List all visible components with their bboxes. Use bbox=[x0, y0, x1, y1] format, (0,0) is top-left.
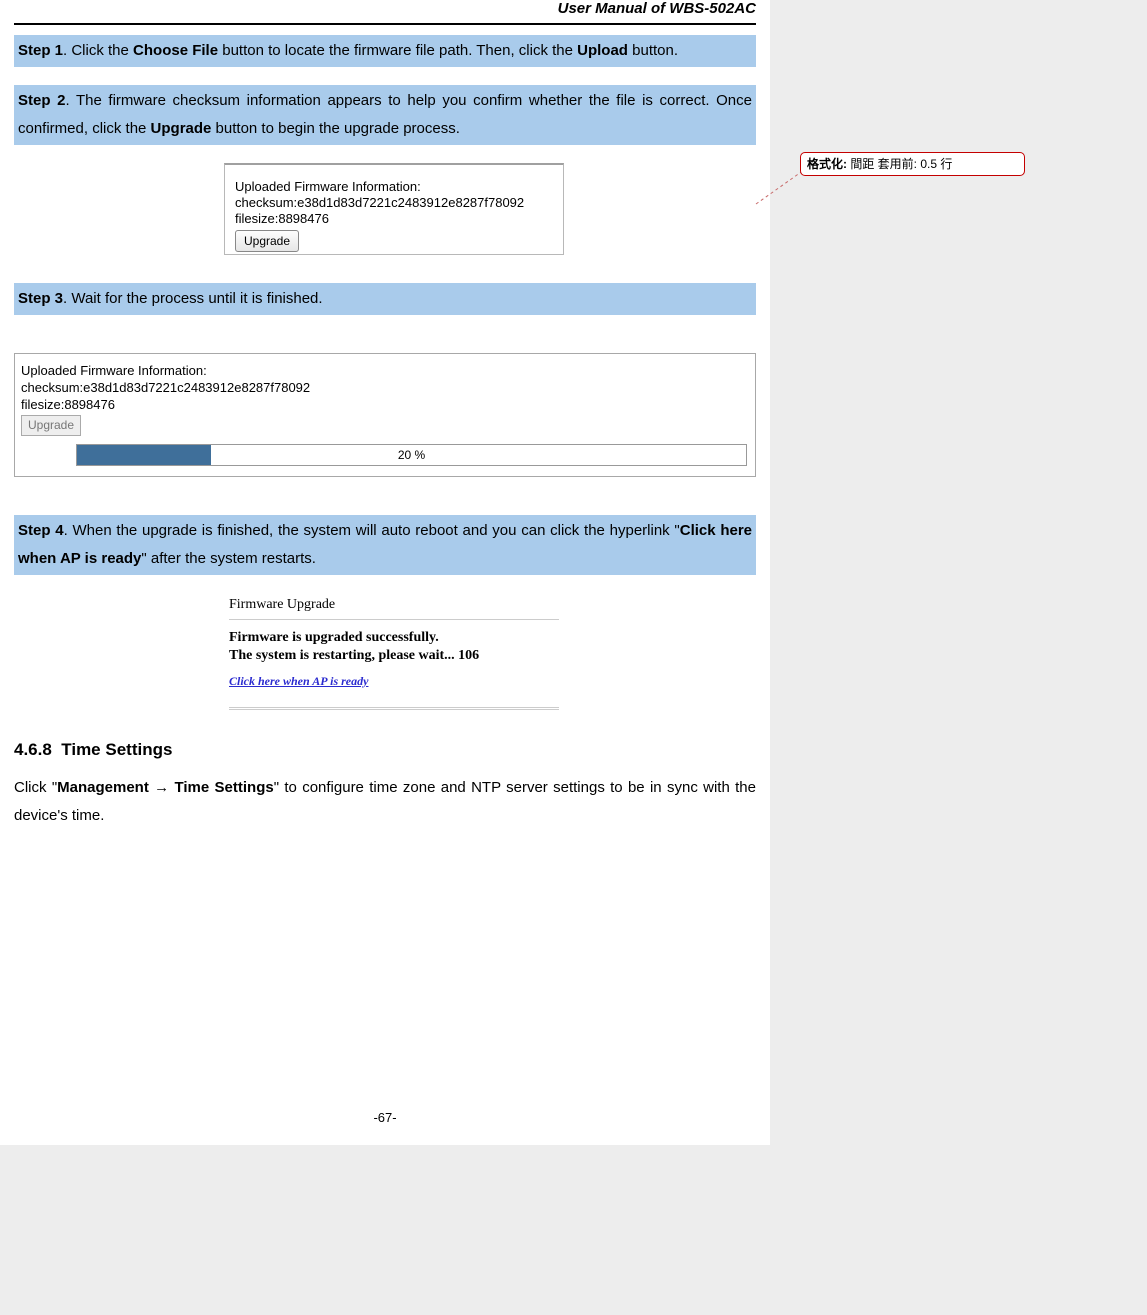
document-page: User Manual of WBS-502AC Step 1. Click t… bbox=[0, 0, 770, 1145]
page-number: -67- bbox=[14, 1110, 756, 1125]
info-line: Uploaded Firmware Information: bbox=[235, 179, 553, 195]
progress-label: 20 % bbox=[77, 447, 746, 464]
filesize-line: filesize:8898476 bbox=[235, 211, 553, 227]
restart-message: The system is restarting, please wait...… bbox=[229, 648, 559, 664]
upgrade-button-disabled: Upgrade bbox=[21, 415, 81, 436]
panel-title: Firmware Upgrade bbox=[229, 597, 559, 613]
firmware-upgrade-result-panel: Firmware Upgrade Firmware is upgraded su… bbox=[229, 597, 559, 710]
panel-rule bbox=[229, 619, 559, 620]
step-label: Step 3 bbox=[18, 290, 63, 307]
filesize-line: filesize:8898476 bbox=[21, 396, 749, 413]
checksum-line: checksum:e38d1d83d7221c2483912e8287f7809… bbox=[21, 379, 749, 396]
section-number: 4.6.8 bbox=[14, 740, 52, 759]
body-text: Click " bbox=[14, 779, 57, 796]
step-text: button to begin the upgrade process. bbox=[211, 120, 460, 137]
section-title: Time Settings bbox=[61, 740, 172, 759]
section-body: Click "Management → Time Settings" to co… bbox=[14, 774, 756, 830]
upgrade-button[interactable]: Upgrade bbox=[235, 230, 299, 252]
progress-row: 20 % bbox=[21, 442, 749, 466]
format-comment-balloon: 格式化: 間距 套用前: 0.5 行 bbox=[800, 152, 1025, 176]
checksum-line: checksum:e38d1d83d7221c2483912e8287f7809… bbox=[235, 195, 553, 211]
info-line: Uploaded Firmware Information: bbox=[21, 362, 749, 379]
choose-file-ref: Choose File bbox=[133, 42, 218, 59]
step-text: . When the upgrade is finished, the syst… bbox=[64, 522, 680, 539]
firmware-info-panel-small: Uploaded Firmware Information: checksum:… bbox=[224, 163, 564, 255]
panel-rule-bottom bbox=[229, 707, 559, 710]
step-label: Step 1 bbox=[18, 42, 63, 59]
step-2: Step 2. The firmware checksum informatio… bbox=[14, 85, 756, 145]
ap-ready-link[interactable]: Click here when AP is ready bbox=[229, 674, 368, 689]
upload-ref: Upload bbox=[577, 42, 628, 59]
upgrade-ref: Upgrade bbox=[151, 120, 212, 137]
firmware-info-panel-progress: Uploaded Firmware Information: checksum:… bbox=[14, 353, 756, 477]
step-3: Step 3. Wait for the process until it is… bbox=[14, 283, 756, 315]
step-text: button. bbox=[628, 42, 678, 59]
comment-label: 格式化: bbox=[807, 157, 847, 171]
step-label: Step 2 bbox=[18, 92, 65, 109]
manual-header: User Manual of WBS-502AC bbox=[14, 0, 756, 23]
menu-path: Management → Time Settings bbox=[57, 779, 274, 796]
success-message: Firmware is upgraded successfully. bbox=[229, 630, 559, 646]
section-heading: 4.6.8 Time Settings bbox=[14, 740, 756, 760]
step-text: . Wait for the process until it is finis… bbox=[63, 290, 323, 307]
step-text: " after the system restarts. bbox=[141, 550, 316, 567]
header-rule bbox=[14, 23, 756, 25]
step-1: Step 1. Click the Choose File button to … bbox=[14, 35, 756, 67]
step-4: Step 4. When the upgrade is finished, th… bbox=[14, 515, 756, 575]
step-text: . Click the bbox=[63, 42, 133, 59]
comment-text: 間距 套用前: 0.5 行 bbox=[847, 157, 952, 171]
step-text: button to locate the firmware file path.… bbox=[218, 42, 577, 59]
progress-bar: 20 % bbox=[76, 444, 747, 466]
step-label: Step 4 bbox=[18, 522, 64, 539]
